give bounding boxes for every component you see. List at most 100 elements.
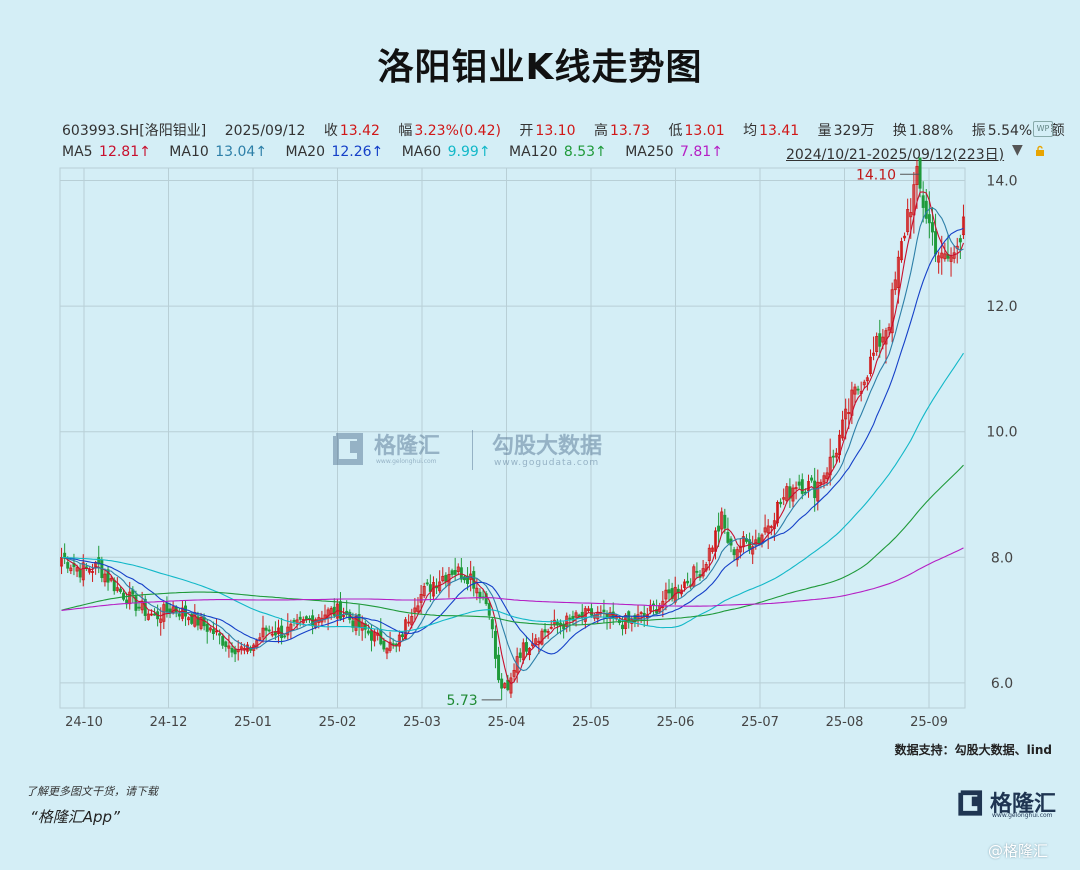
candle-body: [819, 481, 823, 485]
dropdown-arrow-icon[interactable]: ▼: [1012, 142, 1023, 158]
candle-body: [363, 623, 367, 630]
candle-body: [961, 216, 965, 236]
chart-border: [59, 167, 966, 709]
corner-watermark: @格隆汇: [988, 842, 1049, 860]
candle-body: [906, 209, 910, 233]
candle-body: [385, 648, 389, 654]
candle-body: [822, 475, 826, 483]
candle-body: [720, 511, 724, 530]
candle-body: [537, 640, 541, 643]
quote-date: 2025/09/12: [224, 123, 306, 139]
lock-icon[interactable]: [1034, 145, 1046, 157]
candle-body: [726, 532, 730, 543]
ma60-line: [61, 352, 964, 632]
close-label: 收: [323, 123, 338, 139]
candle-body: [934, 231, 938, 255]
candle-body: [342, 615, 346, 617]
candle-body: [456, 566, 460, 573]
candle-body: [667, 589, 671, 594]
x-tick-label: 25-08: [826, 715, 864, 730]
candle-body: [540, 630, 544, 645]
x-tick-label: 25-07: [741, 715, 779, 730]
candle-body: [937, 255, 941, 263]
candle-body: [518, 652, 522, 658]
candle-body: [332, 606, 336, 616]
candle-body: [115, 587, 119, 591]
candle-body: [735, 549, 739, 561]
candle-body: [732, 549, 736, 556]
low-value: 13.01: [684, 123, 725, 139]
date-range-selector[interactable]: 2024/10/21-2025/09/12(223日): [786, 147, 1005, 163]
candle-body: [277, 627, 280, 635]
candle-body: [230, 647, 234, 653]
stock-code: 603993.SH[洛阳钼业]: [62, 123, 207, 139]
candle-body: [103, 573, 107, 583]
brand-logo-url: www.gelonghui.com: [992, 812, 1053, 819]
candle-body: [655, 609, 659, 614]
candle-body: [397, 634, 401, 647]
candle-body: [283, 635, 287, 638]
candle-body: [388, 641, 392, 651]
candle-body: [670, 588, 674, 599]
candle-body: [738, 545, 742, 553]
turnover-label: 换: [892, 123, 907, 139]
candle-body: [208, 627, 212, 631]
candle-body: [270, 633, 274, 636]
candle-body: [806, 481, 810, 492]
change-value: 3.23%(0.42): [414, 123, 501, 139]
candle-body: [205, 623, 209, 632]
x-tick-label: 25-06: [657, 715, 695, 730]
candle-body: [676, 588, 680, 594]
candle-body: [233, 649, 237, 655]
ma5-label: MA5: [62, 144, 93, 160]
x-tick-label: 25-03: [403, 715, 441, 730]
x-tick-label: 25-04: [488, 715, 526, 730]
candle-body: [438, 581, 442, 592]
quote-info-row: 603993.SH[洛阳钼业] 2025/09/12 收 13.42 幅 3.23%…: [62, 120, 1080, 140]
wp-icon[interactable]: WP: [1033, 121, 1053, 137]
candle-body: [224, 641, 228, 648]
candle-body: [528, 647, 532, 656]
x-tick-label: 25-02: [319, 715, 357, 730]
candle-body: [137, 606, 141, 609]
x-tick-label: 25-05: [572, 715, 610, 730]
candle-body: [751, 546, 755, 555]
candle-body: [159, 618, 163, 623]
candle-body: [410, 615, 414, 626]
gelonghui-logo-icon: [333, 433, 363, 465]
candle-body: [794, 487, 798, 490]
watermark-divider: [472, 430, 473, 470]
x-tick-label: 25-01: [234, 715, 272, 730]
candle-body: [639, 612, 643, 614]
low-label: 低: [668, 123, 683, 139]
watermark: 格隆汇 www.gelonghui.com 勾股大数据 www.gogudata…: [330, 428, 630, 478]
candle-body: [190, 614, 194, 624]
data-source: 数据支持：勾股大数据、lind: [894, 743, 1052, 757]
candle-body: [162, 604, 166, 622]
candle-body: [782, 497, 786, 500]
candle-body: [896, 256, 900, 288]
ma250-line: [61, 547, 964, 612]
candle-body: [177, 613, 181, 617]
candle-body: [75, 567, 79, 572]
candle-body: [642, 612, 646, 616]
candle-body: [407, 621, 411, 624]
candle-body: [571, 615, 575, 621]
candle-body: [218, 633, 222, 636]
high-value: 13.73: [609, 123, 651, 139]
candle-body: [413, 607, 417, 613]
candle-body: [295, 619, 299, 625]
ma20-label: MA20: [285, 144, 325, 160]
candle-body: [109, 578, 113, 581]
footer-app-name: “格隆汇App”: [30, 808, 120, 826]
ma120-label: MA120: [509, 144, 558, 160]
watermark-brand-a: 格隆汇: [374, 434, 441, 459]
candle-body: [887, 327, 891, 331]
candle-body: [106, 569, 110, 583]
candle-body: [546, 630, 550, 633]
candle-body: [791, 487, 795, 502]
candle-body: [521, 642, 525, 661]
candle-body: [199, 616, 203, 629]
candle-body: [776, 501, 779, 524]
open-value: 13.10: [535, 123, 576, 139]
